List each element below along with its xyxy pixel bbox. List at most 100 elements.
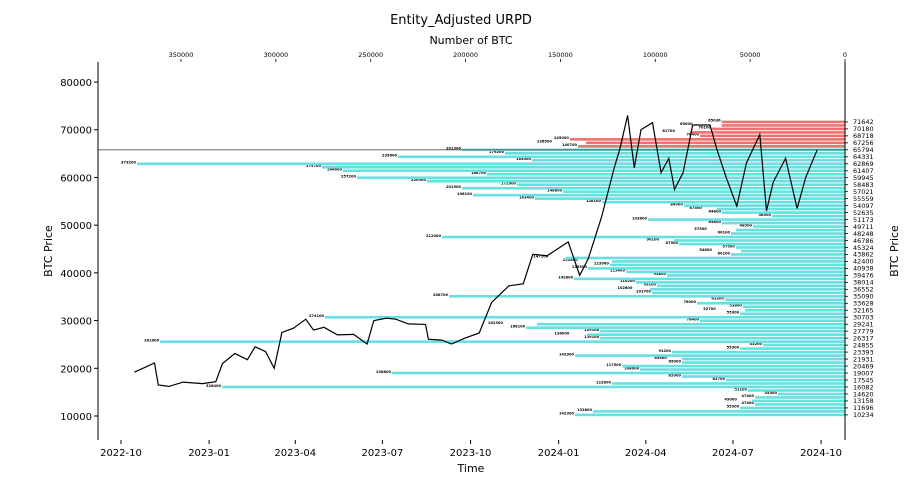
urpd-bar-label: 55300 [727, 345, 740, 349]
top-axis-label: Number of BTC [429, 34, 512, 47]
urpd-bar-label: 142300 [559, 412, 575, 416]
x-tick-label: 2024-01 [538, 448, 580, 459]
x-tick-label: 2023-04 [274, 448, 316, 459]
urpd-bar-label: 264600 [327, 168, 343, 172]
top-x-tick-label: 350000 [169, 51, 194, 59]
right-y-tick-label: 39476 [853, 272, 874, 280]
urpd-bar [575, 413, 845, 417]
right-y-tick-label: 16082 [853, 383, 874, 391]
urpd-bar-label: 48500 [739, 223, 752, 227]
right-y-tick-label: 48248 [853, 230, 874, 238]
urpd-bar [640, 368, 845, 371]
urpd-bar [563, 190, 845, 193]
right-y-tick-label: 36552 [853, 286, 874, 294]
right-y-tick-label: 42400 [853, 258, 874, 266]
right-y-tick-label: 40938 [853, 265, 874, 273]
urpd-bar-label: 145000 [554, 136, 570, 140]
right-y-axis-label: BTC Price [888, 225, 901, 277]
right-y-tick-label: 11696 [853, 404, 874, 412]
urpd-bar [755, 396, 845, 399]
right-y-tick-label: 23393 [853, 348, 874, 356]
urpd-bar-label: 220300 [411, 178, 427, 182]
urpd-bar [531, 158, 845, 162]
urpd-bar-label: 163400 [519, 195, 535, 199]
urpd-bar [745, 308, 845, 312]
urpd-bar-label: 70100 [698, 126, 711, 130]
urpd-bar [612, 382, 845, 385]
urpd-bar [716, 207, 845, 211]
urpd-bar-label: 108000 [624, 366, 640, 370]
urpd-bar [778, 392, 845, 396]
urpd-bar [667, 274, 845, 277]
chart-title: Entity_Adjusted URPD [390, 13, 532, 28]
urpd-bar-label: 65000 [680, 122, 693, 126]
urpd-bar [622, 364, 845, 368]
urpd-bar [721, 124, 845, 127]
urpd-bar [587, 267, 845, 270]
urpd-bar-label: 60100 [717, 230, 730, 234]
urpd-bar-label: 201900 [446, 147, 462, 151]
urpd-bar [741, 249, 845, 253]
urpd-bar [697, 301, 845, 305]
urpd-bar [752, 399, 845, 403]
urpd-bar [565, 256, 845, 260]
urpd-bar-label: 87500 [665, 241, 678, 245]
urpd-bar [742, 305, 845, 309]
top-x-tick-label: 100000 [643, 51, 668, 59]
y-tick-label: 30000 [60, 317, 92, 328]
urpd-bar-label: 63300 [711, 297, 724, 301]
right-y-tick-label: 32165 [853, 307, 874, 315]
urpd-bar-label: 196100 [457, 192, 473, 196]
y-tick-label: 50000 [60, 221, 92, 232]
right-y-tick-label: 54097 [853, 202, 874, 210]
right-y-tick-label: 19007 [853, 369, 874, 377]
y-tick-label: 10000 [60, 412, 92, 423]
x-tick-label: 2024-04 [625, 448, 667, 459]
urpd-bar [735, 246, 845, 249]
urpd-bar-label: 117500 [606, 363, 622, 367]
urpd-bar [730, 253, 845, 256]
y-tick-label: 20000 [60, 364, 92, 375]
right-y-tick-label: 21931 [853, 355, 874, 363]
urpd-bar-label: 53800 [729, 304, 742, 308]
urpd-bar-label: 140700 [562, 143, 578, 147]
urpd-bar [574, 277, 845, 281]
right-y-tick-label: 38014 [853, 279, 874, 287]
right-y-tick-label: 13158 [853, 397, 874, 405]
urpd-bar-label: 76400 [687, 133, 700, 137]
urpd-bar [648, 218, 845, 221]
urpd-bar [578, 145, 845, 148]
urpd-bar-label: 102800 [617, 286, 633, 290]
right-y-tick-label: 29241 [853, 321, 874, 329]
urpd-bar [748, 389, 845, 392]
y-tick-label: 60000 [60, 173, 92, 184]
price-line-group [134, 115, 818, 388]
right-y-tick-label: 55559 [853, 195, 874, 203]
urpd-bar-label: 257200 [341, 175, 357, 179]
urpd-bar [626, 270, 845, 274]
top-x-tick-label: 250000 [358, 51, 383, 59]
urpd-bar [755, 403, 845, 406]
urpd-bar [586, 333, 845, 336]
urpd-bar [398, 155, 845, 159]
right-y-tick-label: 52635 [853, 209, 874, 217]
urpd-bar-label: 328400 [206, 384, 222, 388]
urpd-bar [671, 350, 845, 354]
right-y-tick-label: 51173 [853, 216, 874, 224]
top-x-tick-label: 200000 [453, 51, 478, 59]
urpd-bar-label: 76400 [687, 318, 700, 322]
right-y-tick-label: 45324 [853, 244, 874, 252]
urpd-bar [683, 204, 845, 207]
urpd-bar-label: 78000 [684, 300, 697, 304]
urpd-bar [357, 176, 845, 180]
urpd-bar-label: 235600 [382, 154, 398, 158]
y-tick-label: 70000 [60, 126, 92, 137]
urpd-bar [472, 193, 845, 197]
urpd-bar [526, 326, 845, 329]
urpd-bar [735, 228, 845, 232]
urpd-bar [652, 291, 845, 295]
urpd-bar-label: 275700 [306, 164, 322, 168]
urpd-bar-label: 85900 [669, 359, 682, 363]
urpd-bar [569, 138, 845, 141]
